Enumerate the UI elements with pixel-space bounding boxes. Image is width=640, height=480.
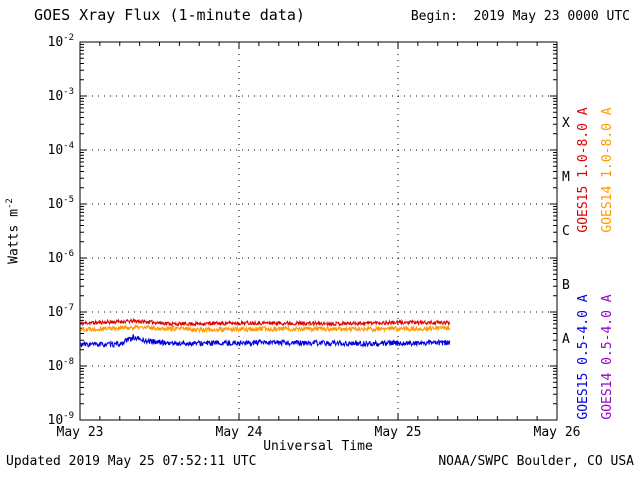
series-goes15-0-5-4-0-a [79, 334, 451, 349]
flare-class-label: C [562, 224, 570, 239]
x-axis-label: Universal Time [263, 439, 373, 454]
y-tick-label: 10-8 [48, 357, 75, 374]
y-tick-label: 10-2 [48, 33, 75, 50]
plot-border [79, 41, 558, 421]
page-title: GOES Xray Flux (1-minute data) [34, 6, 305, 24]
x-tick-label: May 25 [375, 425, 422, 440]
y-tick-label: 10-7 [48, 303, 75, 320]
legend-goes14-short: GOES14 0.5-4.0 A [600, 294, 615, 420]
x-tick-label: May 23 [57, 425, 104, 440]
updated-timestamp: Updated 2019 May 25 07:52:11 UTC [6, 454, 257, 469]
x-tick-label: May 26 [534, 425, 581, 440]
series-goes15-1-0-8-0-a [79, 317, 451, 327]
y-tick-label: 10-9 [48, 411, 75, 428]
y-tick-label: 10-5 [48, 195, 75, 212]
y-tick-label: 10-3 [48, 87, 75, 104]
legend-goes15-long: GOES15 1.0-8.0 A [576, 107, 591, 233]
flare-class-label: M [562, 170, 570, 185]
series-goes14-1-0-8-0-a [79, 323, 451, 334]
source-credit: NOAA/SWPC Boulder, CO USA [438, 454, 634, 469]
y-tick-label: 10-4 [48, 141, 75, 158]
flare-class-label: B [562, 278, 570, 293]
flare-class-label: A [562, 332, 570, 347]
legend-goes14-long: GOES14 1.0-8.0 A [600, 107, 615, 233]
begin-timestamp: Begin: 2019 May 23 0000 UTC [410, 9, 630, 24]
legend-goes15-short: GOES15 0.5-4.0 A [576, 294, 591, 420]
flare-class-label: X [562, 116, 570, 131]
x-tick-label: May 24 [216, 425, 263, 440]
y-tick-label: 10-6 [48, 249, 75, 266]
